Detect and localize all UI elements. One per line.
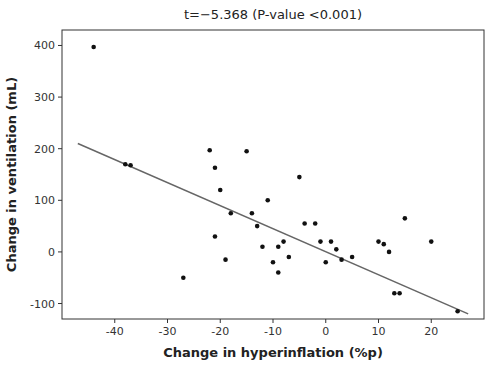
plot-frame bbox=[62, 30, 484, 319]
scatter-point bbox=[287, 255, 292, 260]
y-tick bbox=[58, 303, 62, 304]
scatter-point bbox=[318, 239, 323, 244]
scatter-point bbox=[276, 244, 281, 249]
y-tick bbox=[58, 200, 62, 201]
y-tick bbox=[58, 148, 62, 149]
plot-area bbox=[78, 45, 468, 314]
scatter-point bbox=[218, 188, 223, 193]
scatter-point bbox=[329, 239, 334, 244]
x-tick bbox=[273, 319, 274, 323]
scatter-point bbox=[381, 242, 386, 247]
scatter-point bbox=[397, 291, 402, 296]
scatter-point bbox=[297, 175, 302, 180]
scatter-point bbox=[123, 162, 128, 167]
x-tick-label: -30 bbox=[159, 325, 177, 338]
x-tick-label: -10 bbox=[264, 325, 282, 338]
scatter-point bbox=[302, 221, 307, 226]
scatter-point bbox=[313, 221, 318, 226]
x-tick bbox=[220, 319, 221, 323]
scatter-point bbox=[334, 247, 339, 252]
x-tick-label: -20 bbox=[211, 325, 229, 338]
scatter-point bbox=[455, 309, 460, 314]
scatter-point bbox=[392, 291, 397, 296]
scatter-point bbox=[260, 244, 265, 249]
x-tick-label: 20 bbox=[424, 325, 438, 338]
x-tick bbox=[378, 319, 379, 323]
x-tick bbox=[431, 319, 432, 323]
x-tick-label: -40 bbox=[106, 325, 124, 338]
scatter-point bbox=[387, 250, 392, 255]
y-tick-label: 0 bbox=[48, 246, 55, 259]
scatter-point bbox=[91, 45, 96, 50]
scatter-point bbox=[207, 148, 212, 153]
scatter-point bbox=[213, 234, 218, 239]
x-axis-label: Change in hyperinflation (%p) bbox=[163, 345, 383, 360]
y-axis-label: Change in ventilation (mL) bbox=[4, 77, 19, 272]
scatter-point bbox=[223, 257, 228, 262]
scatter-point bbox=[339, 257, 344, 262]
x-tick-label: 0 bbox=[322, 325, 329, 338]
y-tick-label: 100 bbox=[34, 194, 55, 207]
scatter-point bbox=[250, 211, 255, 216]
scatter-point bbox=[350, 255, 355, 260]
y-tick-label: 400 bbox=[34, 39, 55, 52]
scatter-point bbox=[255, 224, 260, 229]
scatter-point bbox=[128, 163, 133, 168]
scatter-point bbox=[276, 270, 281, 275]
y-tick bbox=[58, 251, 62, 252]
scatter-point bbox=[181, 275, 186, 280]
scatter-point bbox=[429, 239, 434, 244]
x-tick bbox=[114, 319, 115, 323]
scatter-point bbox=[376, 239, 381, 244]
x-tick-label: 10 bbox=[372, 325, 386, 338]
y-tick-label: 300 bbox=[34, 91, 55, 104]
scatter-point bbox=[213, 165, 218, 170]
y-tick-label: -100 bbox=[30, 298, 55, 311]
y-tick bbox=[58, 45, 62, 46]
scatter-point bbox=[281, 239, 286, 244]
scatter-point bbox=[271, 260, 276, 265]
scatter-point bbox=[244, 149, 249, 154]
title: t=−5.368 (P-value <0.001) bbox=[184, 7, 362, 22]
trend-line bbox=[78, 144, 468, 314]
chart: -40-30-20-1001020-1000100200300400t=−5.3… bbox=[0, 0, 500, 369]
x-tick bbox=[167, 319, 168, 323]
x-tick bbox=[325, 319, 326, 323]
scatter-point bbox=[229, 211, 234, 216]
scatter-point bbox=[403, 216, 408, 221]
y-tick bbox=[58, 97, 62, 98]
scatter-point bbox=[265, 198, 270, 203]
y-tick-label: 200 bbox=[34, 143, 55, 156]
scatter-point bbox=[323, 260, 328, 265]
